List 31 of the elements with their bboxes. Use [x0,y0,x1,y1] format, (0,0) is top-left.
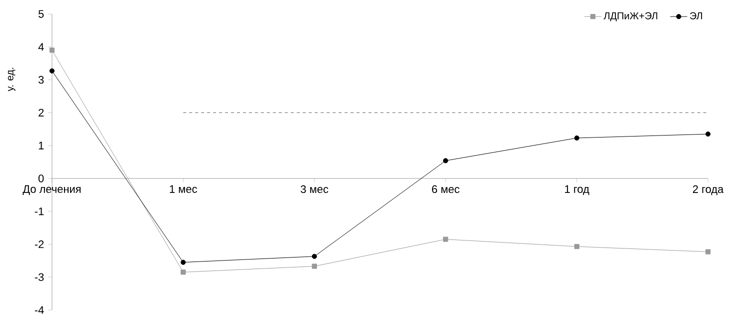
y-tick-label: -4 [34,306,44,314]
x-tick-label: 2 года [692,185,724,196]
point [574,135,580,141]
legend-label: ЛДПиЖ+ЭЛ [604,12,658,22]
y-tick-label: 0 [38,174,44,182]
y-tick-label: 1 [38,142,44,150]
x-tick-label: До лечения [22,185,81,196]
x-tick-label: 6 мес [432,185,460,194]
x-tick-label: 1 год [565,185,590,196]
point [574,244,580,250]
y-tick-label: -3 [34,273,44,281]
point [49,48,55,53]
point [705,249,711,254]
legend-label: ЭЛ [690,12,702,20]
y-tick-label: -2 [34,240,44,248]
x-tick-label: 1 мес [170,185,198,193]
point [443,236,448,242]
y-tick-label: 3 [38,76,44,84]
y-tick-label: -1 [34,208,44,216]
y-tick-label: 2 [38,108,44,116]
point [705,132,711,137]
point [312,254,317,259]
point [180,270,186,275]
point [49,68,55,74]
y-axis-title: у. ед. [8,68,16,92]
y-tick-label: 5 [38,10,44,18]
point [443,158,448,164]
y-tick-label: 4 [38,43,44,51]
x-tick-label: 3 мес [300,185,328,194]
point [180,260,186,265]
point [312,264,317,269]
